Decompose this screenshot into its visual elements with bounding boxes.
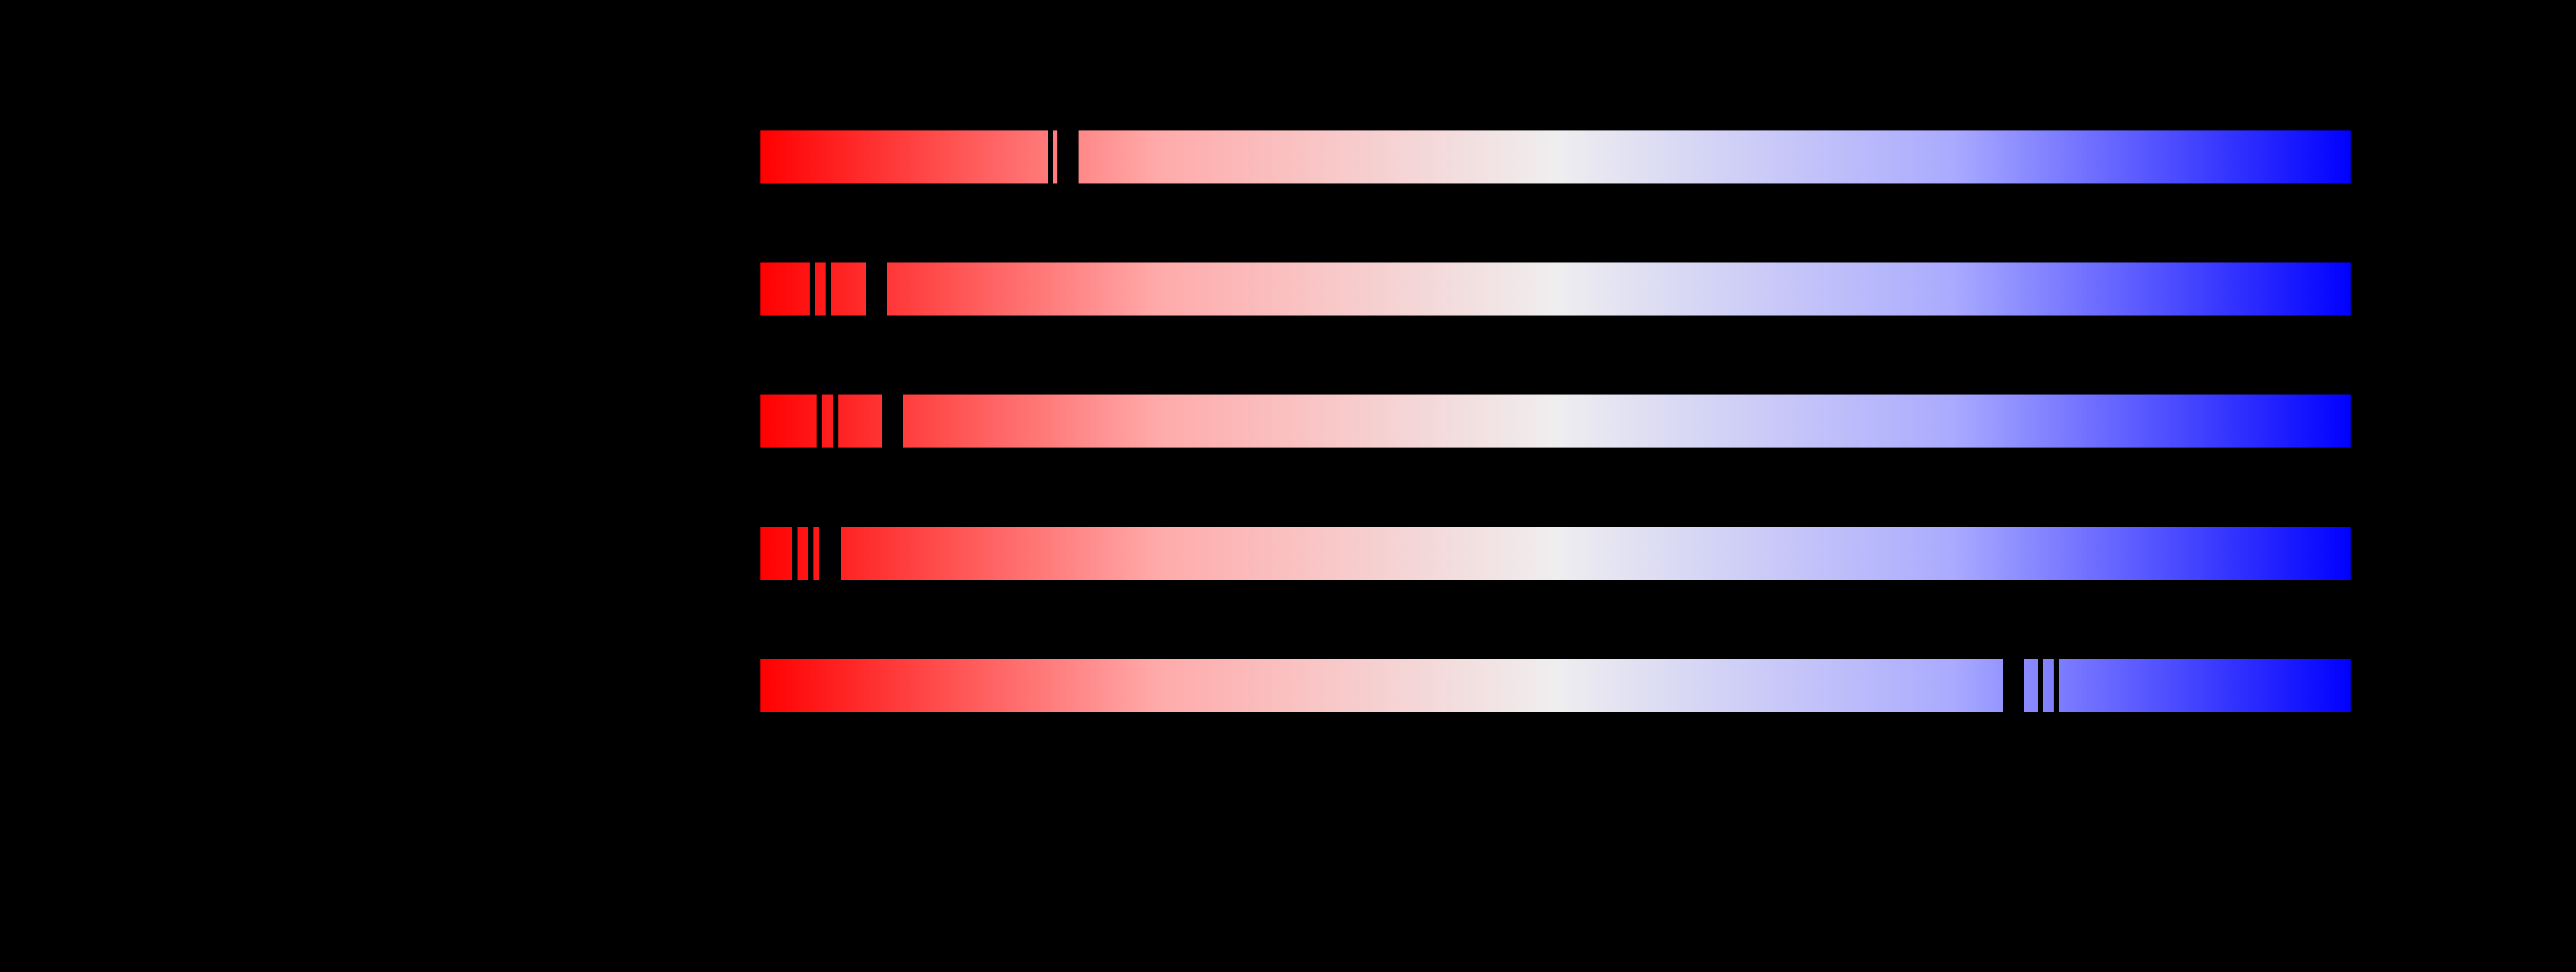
tick-marker-thin — [810, 262, 815, 316]
gradient-strip-row-3 — [760, 395, 2351, 448]
gradient-strip-row-2 — [760, 262, 2351, 316]
tick-marker-thick — [819, 527, 841, 580]
tick-marker-thin — [826, 262, 831, 316]
tick-marker-thin — [817, 395, 822, 448]
tick-marker-thin — [1048, 130, 1053, 183]
gradient-strip-row-4 — [760, 527, 2351, 580]
tick-marker-thin — [792, 527, 798, 580]
tick-marker-thick — [882, 395, 903, 448]
tick-marker-thin — [2038, 659, 2043, 712]
tick-marker-thin — [2054, 659, 2059, 712]
tick-marker-thick — [2003, 659, 2024, 712]
tick-marker-thin — [808, 527, 813, 580]
tick-marker-thick — [866, 262, 887, 316]
gradient-strip-row-5 — [760, 659, 2351, 712]
tick-marker-thin — [833, 395, 838, 448]
tick-marker-thick — [1057, 130, 1079, 183]
gradient-strip-row-1 — [760, 130, 2351, 183]
